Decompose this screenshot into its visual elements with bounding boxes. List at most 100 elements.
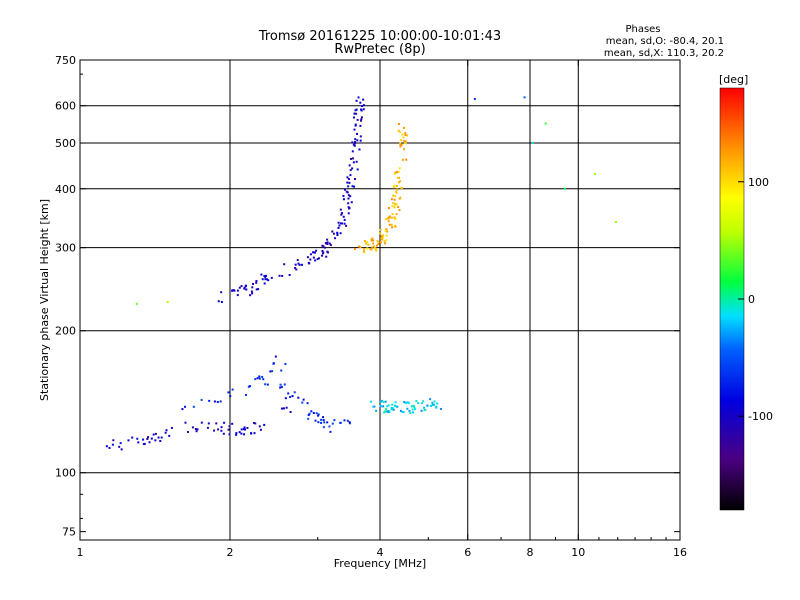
data-point xyxy=(429,398,432,401)
data-point xyxy=(395,191,398,194)
data-point xyxy=(404,131,407,134)
data-point xyxy=(360,118,363,121)
data-point xyxy=(423,406,426,409)
data-point xyxy=(354,142,357,145)
data-point xyxy=(439,407,442,410)
data-point xyxy=(343,218,346,221)
data-point xyxy=(390,216,393,219)
x-tick-label: 2 xyxy=(227,546,234,559)
data-point xyxy=(168,434,171,437)
data-point xyxy=(346,176,349,179)
data-point xyxy=(362,250,365,253)
data-point xyxy=(247,385,250,388)
data-point xyxy=(405,134,408,137)
data-point xyxy=(435,406,438,409)
data-point xyxy=(431,401,434,404)
data-point xyxy=(263,423,266,426)
data-point xyxy=(614,221,617,224)
data-point xyxy=(325,242,328,245)
data-point xyxy=(108,446,111,449)
chart-title: Tromsø 20161225 10:00:00-10:01:43 xyxy=(258,29,501,44)
data-point xyxy=(371,237,374,240)
data-point xyxy=(165,429,168,432)
data-point xyxy=(365,242,368,245)
data-point xyxy=(379,228,382,231)
data-point xyxy=(253,432,256,435)
data-point xyxy=(393,198,396,201)
data-point xyxy=(410,405,413,408)
data-point xyxy=(377,242,380,245)
data-point xyxy=(353,185,356,188)
data-point xyxy=(412,411,415,414)
data-point xyxy=(265,274,268,277)
data-point xyxy=(242,428,245,431)
data-point xyxy=(380,405,383,408)
data-point xyxy=(320,254,323,257)
x-tick-label: 1 xyxy=(77,546,84,559)
data-point xyxy=(400,186,403,189)
data-point xyxy=(424,408,427,411)
data-point xyxy=(154,432,157,435)
data-point xyxy=(393,186,396,189)
data-point xyxy=(359,101,362,104)
x-tick-label: 10 xyxy=(571,546,585,559)
data-point xyxy=(323,246,326,249)
data-point xyxy=(147,436,150,439)
data-point xyxy=(322,245,325,248)
stats-title: Phases xyxy=(625,24,660,35)
data-point xyxy=(357,96,360,99)
data-point xyxy=(166,301,169,304)
data-point xyxy=(387,220,390,223)
data-point xyxy=(279,386,282,389)
data-point xyxy=(398,167,401,170)
data-point xyxy=(544,122,547,125)
data-point xyxy=(281,274,284,277)
data-point xyxy=(287,392,290,395)
data-point xyxy=(195,430,198,433)
data-point xyxy=(399,142,402,145)
data-point xyxy=(322,419,325,422)
y-axis-label: Stationary phase Virtual Height [km] xyxy=(38,199,51,401)
data-point xyxy=(231,289,234,292)
data-point xyxy=(399,180,402,183)
data-point xyxy=(283,263,286,266)
data-point xyxy=(318,257,321,260)
data-point xyxy=(192,405,195,408)
data-point xyxy=(593,172,596,175)
data-point xyxy=(294,263,297,266)
data-point xyxy=(289,410,292,413)
data-point xyxy=(222,432,225,435)
data-point xyxy=(355,112,358,115)
data-point xyxy=(339,208,342,211)
data-point xyxy=(317,413,320,416)
data-point xyxy=(406,407,409,410)
data-point xyxy=(363,251,366,254)
data-point xyxy=(386,230,389,233)
data-point xyxy=(385,228,388,231)
data-point xyxy=(250,290,253,293)
data-point xyxy=(383,242,386,245)
data-point xyxy=(105,445,108,448)
data-point xyxy=(240,428,243,431)
data-point xyxy=(297,262,300,265)
data-point xyxy=(362,104,365,107)
data-point xyxy=(253,421,256,424)
data-point xyxy=(356,118,359,121)
data-point xyxy=(112,439,115,442)
data-point xyxy=(255,280,258,283)
data-point xyxy=(321,249,324,252)
data-point xyxy=(191,426,194,429)
data-point xyxy=(391,205,394,208)
data-point xyxy=(359,245,362,248)
data-point xyxy=(347,197,350,200)
data-point xyxy=(386,217,389,220)
data-point xyxy=(213,400,216,403)
data-point xyxy=(381,238,384,241)
colorbar-tick-label: 0 xyxy=(748,293,755,306)
y-tick-label: 600 xyxy=(55,100,76,113)
data-point xyxy=(137,441,140,444)
data-point xyxy=(355,99,358,102)
data-point xyxy=(385,239,388,242)
data-point xyxy=(349,195,352,198)
data-point xyxy=(401,133,404,136)
